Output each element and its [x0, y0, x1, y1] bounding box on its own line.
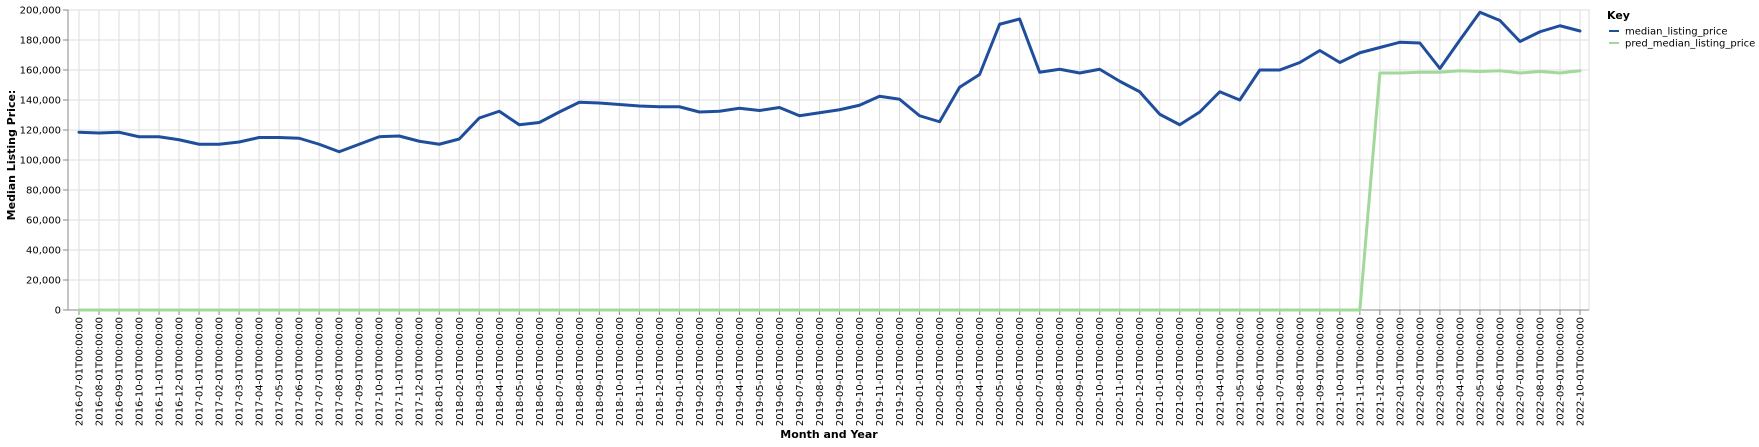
x-tick-label: 2021-01-01T00:00:00: [1155, 317, 1166, 426]
legend-title: Key: [1607, 9, 1630, 22]
x-tick-label: 2020-01-01T00:00:00: [915, 317, 926, 426]
x-tick-label: 2022-02-01T00:00:00: [1415, 317, 1426, 426]
x-tick-label: 2017-01-01T00:00:00: [195, 317, 206, 426]
x-tick-label: 2016-09-01T00:00:00: [115, 317, 126, 426]
x-tick-label: 2021-02-01T00:00:00: [1175, 317, 1186, 426]
x-tick-label: 2018-12-01T00:00:00: [655, 317, 666, 426]
x-tick-label: 2022-06-01T00:00:00: [1495, 317, 1506, 426]
x-tick-label: 2018-09-01T00:00:00: [595, 317, 606, 426]
x-tick-label: 2016-11-01T00:00:00: [155, 317, 166, 426]
x-tick-label: 2017-06-01T00:00:00: [295, 317, 306, 426]
gridlines: [67, 9, 1590, 311]
x-tick-label: 2018-05-01T00:00:00: [515, 317, 526, 426]
y-tick-label: 180,000: [20, 36, 61, 47]
x-tick-label: 2017-12-01T00:00:00: [415, 317, 426, 426]
x-tick-label: 2020-04-01T00:00:00: [975, 317, 986, 426]
y-tick-label: 140,000: [20, 96, 61, 107]
x-tick-label: 2022-04-01T00:00:00: [1455, 317, 1466, 426]
legend: Key median_listing_pricepred_median_list…: [1607, 9, 1755, 50]
x-tick-label: 2017-11-01T00:00:00: [395, 317, 406, 426]
y-tick-label: 160,000: [20, 66, 61, 77]
x-tick-label: 2019-11-01T00:00:00: [875, 317, 886, 426]
x-tick-label: 2017-07-01T00:00:00: [315, 317, 326, 426]
x-axis-title: Month and Year: [780, 428, 878, 441]
x-tick-label: 2017-10-01T00:00:00: [375, 317, 386, 426]
x-tick-label: 2022-09-01T00:00:00: [1555, 317, 1566, 426]
x-tick-label: 2016-10-01T00:00:00: [135, 317, 146, 426]
x-tick-label: 2020-06-01T00:00:00: [1015, 317, 1026, 426]
x-tick-label: 2021-07-01T00:00:00: [1275, 317, 1286, 426]
series-lines: [77, 10, 1582, 312]
y-tick-label: 120,000: [20, 126, 61, 137]
x-tick-label: 2020-10-01T00:00:00: [1095, 317, 1106, 426]
x-tick-label: 2018-06-01T00:00:00: [535, 317, 546, 426]
x-tick-label: 2019-06-01T00:00:00: [775, 317, 786, 426]
x-tick-label: 2017-04-01T00:00:00: [255, 317, 266, 426]
x-tick-label: 2020-03-01T00:00:00: [955, 317, 966, 426]
x-tick-label: 2020-07-01T00:00:00: [1035, 317, 1046, 426]
x-tick-label: 2016-07-01T00:00:00: [75, 317, 86, 426]
x-tick-label: 2018-02-01T00:00:00: [455, 317, 466, 426]
x-tick-label: 2017-09-01T00:00:00: [355, 317, 366, 426]
x-tick-label: 2022-08-01T00:00:00: [1535, 317, 1546, 426]
x-tick-label: 2018-07-01T00:00:00: [555, 317, 566, 426]
x-tick-label: 2020-05-01T00:00:00: [995, 317, 1006, 426]
y-tick-label: 60,000: [26, 216, 61, 227]
x-tick-label: 2022-03-01T00:00:00: [1435, 317, 1446, 426]
x-tick-label: 2018-08-01T00:00:00: [575, 317, 586, 426]
x-tick-label: 2019-01-01T00:00:00: [675, 317, 686, 426]
x-tick-label: 2019-07-01T00:00:00: [795, 317, 806, 426]
x-tick-label: 2021-05-01T00:00:00: [1235, 317, 1246, 426]
y-tick-label: 200,000: [20, 6, 61, 17]
x-tick-label: 2019-02-01T00:00:00: [695, 317, 706, 426]
x-tick-label: 2022-07-01T00:00:00: [1515, 317, 1526, 426]
x-tick-label: 2022-10-01T00:00:00: [1576, 317, 1587, 426]
x-tick-label: 2021-04-01T00:00:00: [1215, 317, 1226, 426]
x-tick-label: 2019-04-01T00:00:00: [735, 317, 746, 426]
x-tick-label: 2021-08-01T00:00:00: [1295, 317, 1306, 426]
x-tick-label: 2018-11-01T00:00:00: [635, 317, 646, 426]
legend-label-pred_median_listing_price: pred_median_listing_price: [1625, 39, 1755, 50]
x-tick-label: 2019-03-01T00:00:00: [715, 317, 726, 426]
y-tick-label: 40,000: [26, 246, 61, 257]
y-tick-label: 0: [55, 306, 61, 317]
x-tick-label: 2019-05-01T00:00:00: [755, 317, 766, 426]
x-tick-label: 2021-09-01T00:00:00: [1315, 317, 1326, 426]
x-tick-label: 2016-08-01T00:00:00: [95, 317, 106, 426]
x-tick-label: 2021-12-01T00:00:00: [1375, 317, 1386, 426]
x-tick-label: 2017-02-01T00:00:00: [215, 317, 226, 426]
legend-label-median_listing_price: median_listing_price: [1625, 27, 1728, 38]
x-tick-label: 2022-01-01T00:00:00: [1395, 317, 1406, 426]
y-tick-label: 100,000: [20, 156, 61, 167]
series-line-pred_median_listing_price: [77, 69, 1582, 312]
x-tick-label: 2017-08-01T00:00:00: [335, 317, 346, 426]
x-tick-label: 2016-12-01T00:00:00: [175, 317, 186, 426]
x-tick-label: 2018-04-01T00:00:00: [495, 317, 506, 426]
x-tick-label: 2019-10-01T00:00:00: [855, 317, 866, 426]
y-tick-label: 20,000: [26, 276, 61, 287]
x-tick-label: 2017-03-01T00:00:00: [235, 317, 246, 426]
x-tick-label: 2019-12-01T00:00:00: [895, 317, 906, 426]
x-tick-label: 2021-10-01T00:00:00: [1335, 317, 1346, 426]
x-tick-label: 2019-09-01T00:00:00: [835, 317, 846, 426]
x-tick-label: 2020-02-01T00:00:00: [935, 317, 946, 426]
x-tick-label: 2020-09-01T00:00:00: [1075, 317, 1086, 426]
x-tick-label: 2018-03-01T00:00:00: [475, 317, 486, 426]
x-tick-label: 2021-06-01T00:00:00: [1255, 317, 1266, 426]
y-axis-title: Median Listing Price:: [5, 90, 18, 221]
x-tick-label: 2020-08-01T00:00:00: [1055, 317, 1066, 426]
axes: 0 20,000 40,000 60,000 80,000 100,000 120,000 1…: [20, 6, 1589, 426]
x-tick-label: 2021-03-01T00:00:00: [1195, 317, 1206, 426]
x-tick-label: 2018-01-01T00:00:00: [435, 317, 446, 426]
x-tick-label: 2018-10-01T00:00:00: [615, 317, 626, 426]
x-tick-label: 2020-12-01T00:00:00: [1135, 317, 1146, 426]
y-tick-label: 80,000: [26, 186, 61, 197]
series-line-median_listing_price: [77, 10, 1582, 154]
x-tick-label: 2020-11-01T00:00:00: [1115, 317, 1126, 426]
x-tick-label: 2021-11-01T00:00:00: [1355, 317, 1366, 426]
x-tick-label: 2019-08-01T00:00:00: [815, 317, 826, 426]
x-tick-label: 2017-05-01T00:00:00: [275, 317, 286, 426]
x-tick-label: 2022-05-01T00:00:00: [1475, 317, 1486, 426]
